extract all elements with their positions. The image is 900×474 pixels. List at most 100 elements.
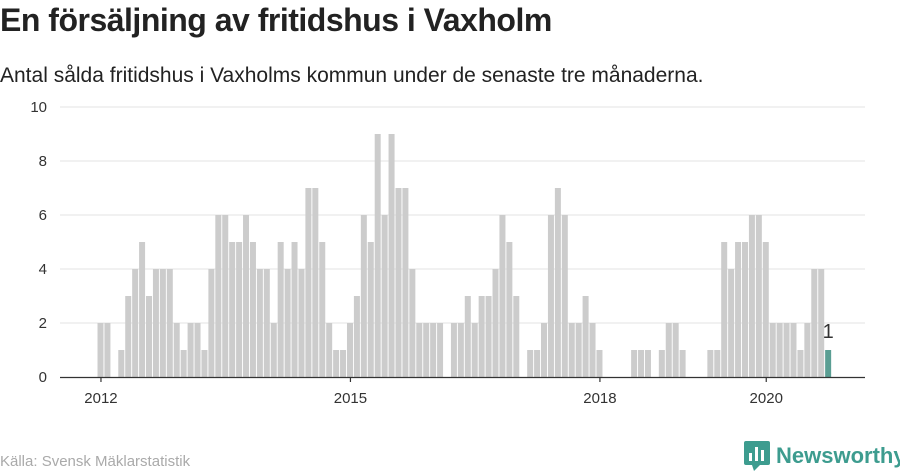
newsworthy-logo[interactable]: Newsworthy (744, 441, 900, 471)
bar (97, 323, 104, 377)
bar (215, 215, 222, 377)
bar (388, 134, 395, 377)
bar (222, 215, 229, 377)
bar (513, 296, 520, 377)
x-axis (60, 376, 865, 382)
bar (312, 188, 319, 377)
bar (395, 188, 402, 377)
bar (776, 323, 783, 377)
bar (118, 350, 125, 377)
bar (728, 269, 735, 377)
bar (229, 242, 236, 377)
bar (471, 323, 478, 377)
bar (243, 215, 250, 377)
bar (672, 323, 679, 377)
bar (527, 350, 534, 377)
bar (409, 269, 416, 377)
bar (132, 269, 139, 377)
bar (547, 215, 554, 377)
bar (402, 188, 409, 377)
bar (568, 323, 575, 377)
data-label: 1 (823, 321, 834, 343)
bar (450, 323, 457, 377)
bar (152, 269, 159, 377)
bar (658, 350, 665, 377)
bar (457, 323, 464, 377)
bar (665, 323, 672, 377)
bar (346, 323, 353, 377)
bar (125, 296, 132, 377)
bar (748, 215, 755, 377)
bar (596, 350, 603, 377)
y-tick-label: 10 (30, 99, 47, 116)
bar (430, 323, 437, 377)
bar (139, 242, 146, 377)
bar (208, 269, 215, 377)
newsworthy-logo-icon (744, 441, 770, 471)
bar (291, 242, 298, 377)
bar (721, 242, 728, 377)
y-tick-label: 2 (39, 315, 47, 332)
y-tick-label: 4 (39, 261, 47, 278)
bar (575, 323, 582, 377)
bar (270, 323, 277, 377)
bar (769, 323, 776, 377)
bar (631, 350, 638, 377)
bar (506, 242, 513, 377)
bar (263, 269, 270, 377)
bar (374, 134, 381, 377)
bar (499, 215, 506, 377)
y-tick-label: 6 (39, 207, 47, 224)
x-tick-label: 2015 (334, 390, 367, 407)
bar (173, 323, 180, 377)
bar (679, 350, 686, 377)
bar (298, 269, 305, 377)
source-note: Källa: Svensk Mäklarstatistik (0, 453, 191, 470)
bar (741, 242, 748, 377)
bar (187, 323, 194, 377)
bar (146, 296, 153, 377)
bar (783, 323, 790, 377)
bar (554, 188, 561, 377)
bar (360, 215, 367, 377)
bar (755, 215, 762, 377)
bar (790, 323, 797, 377)
bar (485, 296, 492, 377)
bar (818, 269, 825, 377)
bar (367, 242, 374, 377)
bar (762, 242, 769, 377)
bar (326, 323, 333, 377)
bar (381, 215, 388, 377)
bar (340, 350, 347, 377)
highlighted-bar (825, 350, 832, 377)
bar (464, 296, 471, 377)
tick-labels: 0 2 4 6 8 10 1 2012 2015 2018 2020 (30, 99, 833, 407)
bar (492, 269, 499, 377)
bar (644, 350, 651, 377)
brand-name: Newsworthy (776, 443, 900, 468)
bar (804, 323, 811, 377)
bar (811, 269, 818, 377)
bar (201, 350, 208, 377)
bar (249, 242, 256, 377)
bar (541, 323, 548, 377)
bar (797, 350, 804, 377)
bar (478, 296, 485, 377)
chart-subtitle: Antal sålda fritidshus i Vaxholms kommun… (0, 64, 704, 87)
bar (180, 350, 187, 377)
bar (638, 350, 645, 377)
bar (277, 242, 284, 377)
bar (437, 323, 444, 377)
bar (589, 323, 596, 377)
bar (319, 242, 326, 377)
bar (714, 350, 721, 377)
bar (534, 350, 541, 377)
bar (423, 323, 430, 377)
chart-title: En försäljning av fritidshus i Vaxholm (0, 2, 552, 38)
bar (735, 242, 742, 377)
y-tick-label: 0 (39, 369, 47, 386)
bar (333, 350, 340, 377)
bar (353, 296, 360, 377)
x-tick-label: 2012 (84, 390, 117, 407)
x-tick-label: 2020 (750, 390, 783, 407)
